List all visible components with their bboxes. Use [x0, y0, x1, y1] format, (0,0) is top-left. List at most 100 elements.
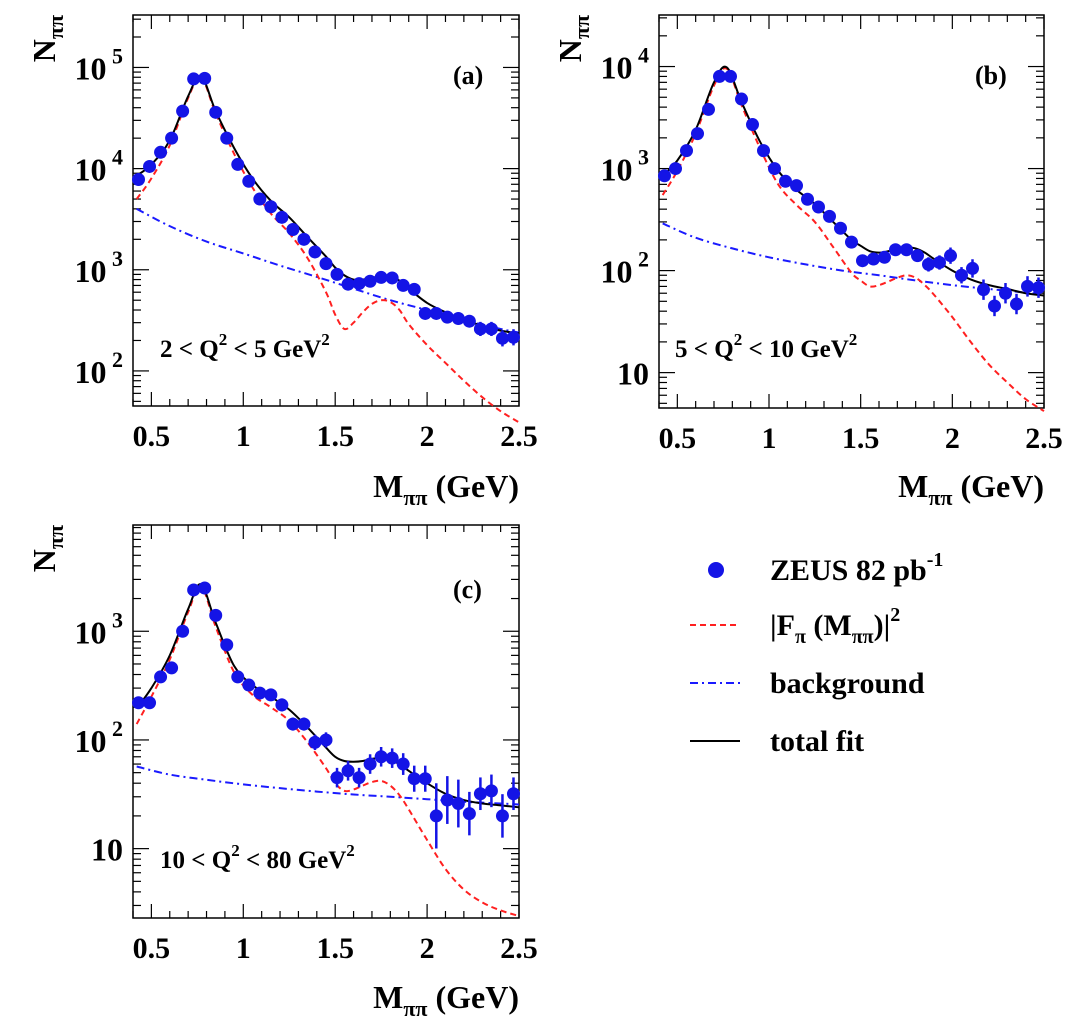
data-point: [506, 787, 520, 801]
data-point: [867, 252, 880, 266]
data-point: [757, 144, 770, 158]
legend-entry-solid: total fit: [690, 725, 864, 758]
x-axis-label: Mππ (GeV): [373, 979, 519, 1021]
legend-marker-points: [708, 562, 724, 578]
x-tick-label: 1: [236, 420, 251, 453]
data-point: [374, 270, 388, 284]
data-point: [242, 678, 256, 692]
data-point: [143, 159, 157, 173]
data-point: [198, 581, 212, 595]
y-tick-label: 10: [617, 356, 649, 392]
data-point: [297, 717, 311, 731]
data-point: [440, 310, 454, 324]
panel-label: (a): [453, 61, 483, 90]
data-point: [143, 696, 157, 710]
series-dashed-line: [135, 75, 520, 424]
data-point: [418, 306, 432, 320]
data-point: [484, 784, 498, 798]
data-point: [231, 670, 245, 684]
series-solid-line: [135, 583, 520, 809]
data-point: [396, 278, 410, 292]
data-point: [253, 686, 267, 700]
data-point: [473, 322, 487, 336]
data-point: [944, 249, 957, 263]
data-point: [352, 771, 366, 785]
data-point: [209, 105, 223, 119]
data-point: [275, 698, 289, 712]
x-tick-label: 1.5: [842, 422, 880, 455]
x-tick-label: 1.5: [316, 932, 354, 965]
y-axis-label: Nππ: [26, 525, 68, 572]
data-point: [132, 696, 146, 710]
legend-label: background: [770, 667, 925, 700]
data-point: [823, 209, 836, 223]
data-point: [341, 764, 355, 778]
x-tick-label: 2: [945, 422, 960, 455]
region-label: 10 < Q2 < 80 GeV2: [160, 841, 355, 874]
y-tick-label: 10 2: [601, 247, 650, 290]
panel-a: 0.5 1 1.5 2 2.5 10 2 10 3 10 4 10 5 Mππ (GeV) Nππ (…: [26, 14, 538, 510]
data-point: [768, 162, 781, 176]
data-point: [900, 243, 913, 257]
data-point: [341, 277, 355, 291]
data-point: [286, 223, 300, 237]
y-tick-label: 10 2: [75, 347, 124, 390]
data-point: [187, 583, 201, 597]
legend-entry-dashed: |Fπ (Mππ)|2: [690, 604, 900, 648]
data-point: [330, 267, 344, 281]
region-label: 5 < Q2 < 10 GeV2: [675, 330, 857, 363]
x-tick-label: 1.5: [316, 420, 354, 453]
data-point: [308, 735, 322, 749]
data-point: [297, 232, 311, 246]
data-point: [407, 772, 421, 786]
data-point: [396, 757, 410, 771]
data-point: [702, 102, 715, 116]
data-point: [506, 330, 520, 344]
data-point: [220, 131, 234, 145]
data-point: [451, 797, 465, 811]
y-axis-label: Nππ: [552, 15, 594, 62]
data-point: [845, 235, 858, 249]
data-point: [473, 787, 487, 801]
y-axis-label: Nππ: [26, 15, 68, 62]
y-tick-label: 10 5: [75, 43, 124, 86]
data-point: [834, 221, 847, 235]
y-tick-label: 10 3: [601, 145, 650, 188]
y-tick-label: 10 2: [75, 716, 124, 759]
data-point: [154, 145, 168, 159]
data-point: [922, 257, 935, 271]
x-tick-label: 2.5: [500, 420, 538, 453]
data-point: [429, 306, 443, 320]
y-tick-label: 10 4: [75, 145, 124, 188]
legend-label: total fit: [770, 725, 864, 758]
legend: ZEUS 82 pb-1 |Fπ (Mππ)|2 background total f…: [690, 549, 943, 758]
data-point: [1021, 279, 1034, 293]
data-point: [724, 69, 737, 83]
x-axis-label: Mππ (GeV): [898, 468, 1044, 510]
y-tick-label: 10 4: [601, 43, 650, 86]
data-point: [132, 173, 146, 187]
data-point: [669, 162, 682, 176]
data-point: [220, 638, 234, 652]
data-point: [1010, 297, 1023, 311]
data-point: [165, 661, 179, 675]
data-point: [966, 261, 979, 275]
data-point: [154, 670, 168, 684]
legend-entry-points: ZEUS 82 pb-1: [708, 549, 943, 587]
region-label: 2 < Q2 < 5 GeV2: [160, 330, 330, 363]
panel-label: (b): [975, 61, 1007, 90]
legend-label: |Fπ (Mππ)|2: [770, 604, 900, 648]
data-point: [856, 254, 869, 268]
x-axis-label: Mππ (GeV): [373, 468, 519, 510]
data-point: [999, 286, 1012, 300]
data-point: [253, 192, 267, 206]
data-point: [231, 157, 245, 171]
data-point: [319, 733, 333, 747]
data-point: [264, 200, 278, 214]
series-dashdot-line: [136, 765, 520, 806]
data-point: [878, 250, 891, 264]
data-point: [319, 257, 333, 271]
data-point: [187, 72, 201, 86]
series-dashdot-line: [662, 222, 1045, 295]
